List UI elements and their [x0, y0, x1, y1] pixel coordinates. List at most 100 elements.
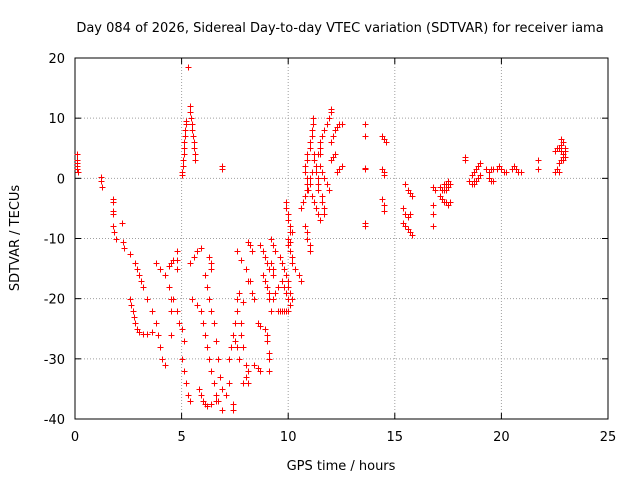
data-point	[328, 139, 335, 146]
data-point	[98, 178, 105, 185]
data-point	[211, 380, 218, 387]
data-point	[111, 229, 118, 236]
data-point	[283, 199, 290, 206]
x-axis-label: GPS time / hours	[287, 459, 396, 474]
data-point	[213, 338, 220, 345]
data-point	[204, 284, 211, 291]
data-point	[181, 145, 188, 152]
data-point	[328, 106, 335, 113]
data-point	[409, 193, 416, 200]
data-point	[120, 239, 127, 246]
data-point	[75, 169, 82, 176]
data-point	[362, 121, 369, 128]
data-point	[189, 127, 196, 134]
data-point	[144, 331, 151, 338]
data-point	[262, 254, 269, 261]
data-point	[304, 181, 311, 188]
data-point	[560, 139, 567, 146]
data-point	[243, 362, 250, 369]
data-point	[74, 151, 81, 158]
y-tick-label: -10	[44, 233, 65, 248]
data-point	[162, 362, 169, 369]
data-point	[304, 175, 311, 182]
data-point	[262, 326, 269, 333]
data-point	[307, 242, 314, 249]
data-point	[240, 344, 247, 351]
data-point	[471, 178, 478, 185]
grid-lines	[75, 58, 608, 419]
data-point	[200, 320, 207, 327]
data-point	[192, 157, 199, 164]
data-point	[430, 202, 437, 209]
data-point	[281, 266, 288, 273]
data-point	[179, 326, 186, 333]
data-point	[283, 272, 290, 279]
data-point	[226, 380, 233, 387]
data-point	[245, 380, 252, 387]
data-point	[285, 296, 292, 303]
data-point	[556, 169, 563, 176]
data-point	[362, 133, 369, 140]
data-point	[270, 266, 277, 273]
data-point	[535, 157, 542, 164]
data-point	[402, 181, 409, 188]
data-point	[168, 332, 175, 339]
data-point	[257, 323, 264, 330]
data-point	[234, 308, 241, 315]
data-point	[247, 242, 254, 249]
data-point	[298, 205, 305, 212]
data-point	[189, 121, 196, 128]
data-point	[313, 205, 320, 212]
data-point	[132, 320, 139, 327]
data-point	[219, 166, 226, 173]
data-point	[279, 260, 286, 267]
data-point	[317, 151, 324, 158]
data-point	[270, 272, 277, 279]
data-point	[324, 181, 331, 188]
data-point	[234, 344, 241, 351]
x-tick-label: 5	[177, 430, 185, 445]
data-points	[74, 64, 569, 414]
data-point	[187, 109, 194, 116]
data-point	[272, 248, 279, 255]
x-tick-label: 25	[600, 430, 617, 445]
data-point	[140, 284, 147, 291]
data-point	[181, 139, 188, 146]
data-point	[326, 187, 333, 194]
data-point	[283, 205, 290, 212]
data-point	[180, 157, 187, 164]
data-point	[153, 260, 160, 267]
data-point	[127, 251, 134, 258]
data-point	[238, 257, 245, 264]
data-point	[228, 344, 235, 351]
data-point	[307, 145, 314, 152]
y-tick-label: -40	[44, 413, 65, 428]
data-point	[518, 169, 525, 176]
data-point	[168, 296, 175, 303]
data-point	[283, 290, 290, 297]
data-point	[275, 284, 282, 291]
data-point	[182, 127, 189, 134]
data-point	[332, 151, 339, 158]
data-point	[240, 299, 247, 306]
data-point	[198, 392, 205, 399]
data-point	[128, 302, 135, 309]
data-point	[268, 260, 275, 267]
data-point	[149, 308, 156, 315]
data-point	[234, 296, 241, 303]
data-point	[266, 350, 273, 357]
data-point	[211, 320, 218, 327]
data-point	[194, 302, 201, 309]
data-point	[136, 272, 143, 279]
data-point	[285, 211, 292, 218]
data-point	[174, 308, 181, 315]
data-point	[217, 374, 224, 381]
data-point	[535, 166, 542, 173]
data-point	[300, 199, 307, 206]
data-point	[245, 368, 252, 375]
data-point	[315, 211, 322, 218]
data-point	[219, 407, 226, 414]
data-point	[309, 193, 316, 200]
data-point	[381, 172, 388, 179]
data-point	[162, 272, 169, 279]
